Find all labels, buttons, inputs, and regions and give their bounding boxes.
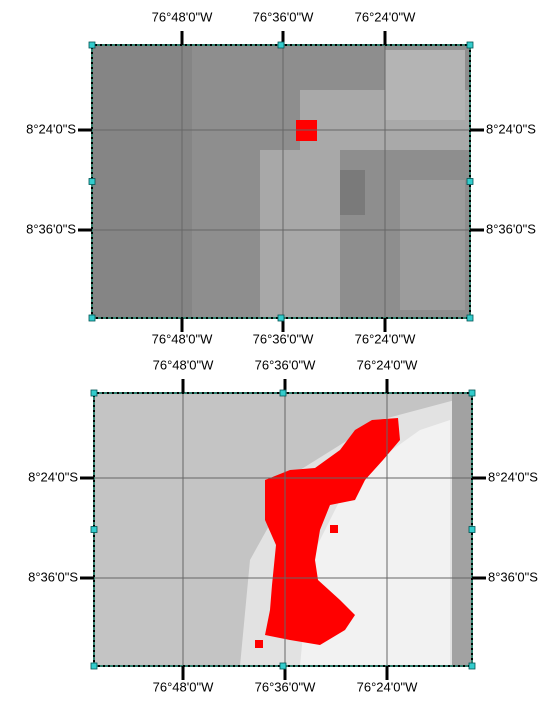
resize-handle: [88, 41, 96, 49]
right-label: 8°36'0"S: [486, 221, 536, 236]
top-label: 76°36'0"W: [253, 9, 314, 24]
resize-handle: [90, 526, 98, 533]
resize-handle: [466, 178, 474, 185]
resize-handle: [466, 41, 474, 49]
top-label: 76°48'0"W: [152, 9, 213, 24]
resize-handle: [466, 314, 474, 322]
resize-handle: [277, 314, 285, 322]
top-label: 76°24'0"W: [355, 9, 416, 24]
resize-handle: [90, 389, 98, 397]
bottom-label: 76°36'0"W: [255, 679, 316, 694]
bottom-label: 76°24'0"W: [357, 679, 418, 694]
right-label: 8°24'0"S: [486, 121, 536, 136]
top-label: 76°36'0"W: [255, 357, 316, 372]
bottom-label: 76°48'0"W: [152, 331, 213, 346]
resize-handle: [468, 662, 476, 670]
panel-1-raster: [92, 45, 470, 318]
resize-handle: [88, 314, 96, 322]
right-label: 8°36'0"S: [488, 569, 538, 584]
panel-2-raster: [94, 393, 472, 666]
bottom-label: 76°24'0"W: [355, 331, 416, 346]
right-label: 8°24'0"S: [488, 469, 538, 484]
resize-handle: [277, 41, 285, 49]
resize-handle: [88, 178, 96, 185]
bottom-label: 76°36'0"W: [253, 331, 314, 346]
top-label: 76°48'0"W: [153, 357, 214, 372]
resize-handle: [279, 389, 287, 397]
resize-handle: [279, 662, 287, 670]
resize-handle: [468, 526, 476, 533]
top-label: 76°24'0"W: [357, 357, 418, 372]
resize-handle: [90, 662, 98, 670]
left-label: 8°24'0"S: [26, 121, 76, 136]
resize-handle: [468, 389, 476, 397]
left-label: 8°24'0"S: [28, 469, 78, 484]
left-label: 8°36'0"S: [26, 221, 76, 236]
left-label: 8°36'0"S: [28, 569, 78, 584]
bottom-label: 76°48'0"W: [153, 679, 214, 694]
